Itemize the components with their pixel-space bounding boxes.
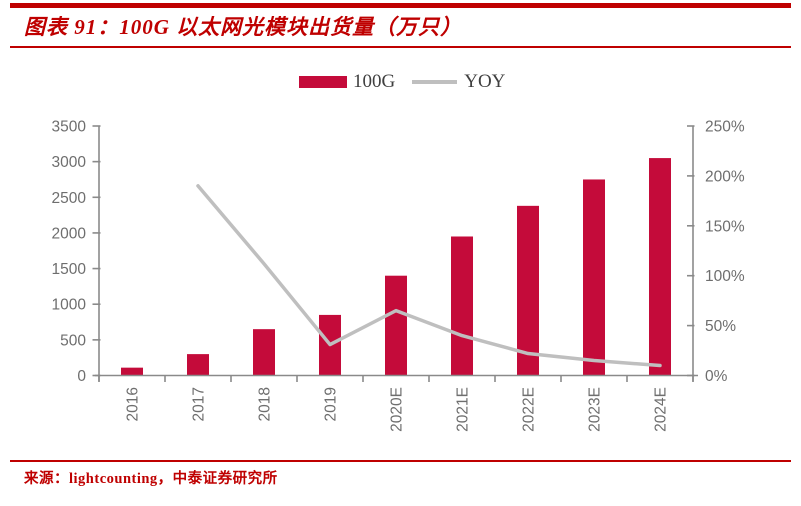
x-label-2017: 2017 — [191, 387, 208, 421]
x-label-2024E: 2024E — [653, 387, 670, 432]
left-tick-label: 500 — [60, 332, 86, 349]
legend-label-yoy: YOY — [464, 71, 506, 92]
source-divider — [10, 460, 791, 462]
left-tick-label: 2500 — [52, 190, 87, 207]
left-tick-label: 2000 — [52, 225, 87, 242]
bar-2016 — [121, 367, 143, 376]
right-tick-label: 0% — [705, 368, 728, 385]
right-tick-label: 150% — [705, 218, 745, 235]
left-tick-label: 3000 — [52, 154, 87, 171]
legend-label-100g: 100G — [353, 71, 396, 92]
figure-title: 图表 91：100G 以太网光模块出货量（万只） — [24, 15, 463, 39]
bar-2022E — [517, 205, 539, 376]
legend-bar-swatch-icon — [299, 76, 347, 88]
left-tick-label: 1500 — [52, 261, 87, 278]
chart-legend: 100G YOY — [299, 71, 506, 92]
right-tick-label: 100% — [705, 268, 745, 285]
x-label-2021E: 2021E — [455, 387, 472, 432]
left-tick-label: 3500 — [52, 119, 87, 136]
x-label-2020E: 2020E — [389, 387, 406, 432]
x-label-2022E: 2022E — [521, 387, 538, 432]
right-tick-label: 50% — [705, 318, 736, 335]
x-label-2023E: 2023E — [587, 387, 604, 432]
left-tick-label: 1000 — [52, 297, 87, 314]
bar-2020E — [385, 275, 407, 376]
bar-2024E — [649, 158, 671, 376]
bar-2017 — [187, 354, 209, 376]
left-tick-label: 0 — [77, 368, 86, 385]
source-note: 来源：lightcounting，中泰证券研究所 — [24, 471, 278, 487]
legend-line-swatch-icon — [412, 80, 458, 84]
bar-2018 — [253, 329, 275, 376]
yoy-line — [196, 184, 662, 368]
bar-2023E — [583, 179, 605, 376]
x-label-2019: 2019 — [323, 387, 340, 421]
right-tick-label: 200% — [705, 168, 745, 185]
right-tick-label: 250% — [705, 119, 745, 136]
figure-top-border — [10, 3, 791, 8]
x-label-2018: 2018 — [257, 387, 274, 421]
bar-2021E — [451, 236, 473, 376]
title-divider — [10, 46, 791, 48]
x-label-2016: 2016 — [125, 387, 142, 421]
